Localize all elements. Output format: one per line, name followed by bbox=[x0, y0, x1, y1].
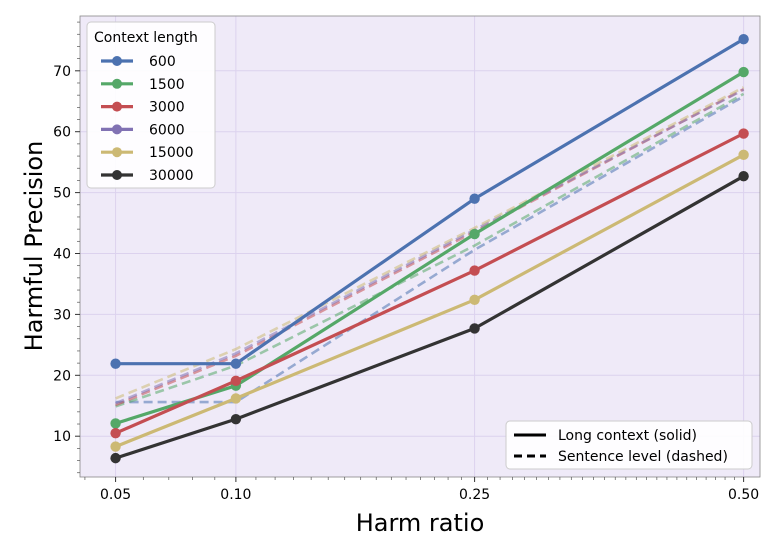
x-tick-label: 0.25 bbox=[459, 487, 490, 503]
series-legend-title: Context length bbox=[94, 30, 198, 46]
legend-marker-15000 bbox=[112, 147, 122, 158]
y-tick-label: 70 bbox=[53, 64, 71, 80]
series-3000-point bbox=[469, 265, 480, 276]
legend-label-1500: 1500 bbox=[149, 77, 185, 93]
legend-marker-1500 bbox=[112, 78, 122, 89]
legend-label-3000: 3000 bbox=[149, 100, 185, 116]
axes: 10 20 30 40 50 60 70 0.05 0.10 0.25 0.50 bbox=[53, 21, 759, 503]
series-1500-point bbox=[469, 228, 480, 240]
style-legend: Long context (solid) Sentence level (das… bbox=[505, 420, 753, 470]
series-1500-point bbox=[110, 418, 121, 429]
legend-label-600: 600 bbox=[149, 54, 176, 70]
series-layer bbox=[110, 33, 749, 464]
legend-marker-30000 bbox=[112, 170, 122, 180]
x-tick-label: 0.50 bbox=[728, 487, 759, 503]
series-legend: Context length 600 1500 3000 6000 15000 30000 bbox=[86, 21, 216, 189]
series-15000-point bbox=[230, 393, 242, 404]
series-15000-point bbox=[469, 294, 480, 305]
series-3000-point bbox=[110, 427, 121, 439]
y-tick-label: 60 bbox=[53, 125, 71, 141]
series-1500-dashed-line bbox=[115, 92, 745, 408]
plot-frame bbox=[79, 15, 761, 478]
series-600-dashed-line bbox=[115, 95, 745, 404]
legend-marker-3000 bbox=[112, 101, 122, 112]
series-15000-solid-line bbox=[115, 153, 745, 449]
series-600-point bbox=[230, 358, 242, 369]
series-30000-point bbox=[110, 452, 121, 464]
y-tick-label: 10 bbox=[53, 429, 71, 445]
series-3000-solid-line bbox=[114, 132, 745, 435]
legend-marker-600 bbox=[112, 56, 122, 66]
legend-label-30000: 30000 bbox=[149, 168, 194, 184]
x-tick-label: 0.10 bbox=[220, 487, 251, 503]
series-15000-point bbox=[738, 149, 749, 161]
series-30000-point bbox=[230, 413, 242, 425]
legend-label-6000: 6000 bbox=[149, 122, 185, 138]
series-600-point bbox=[110, 358, 121, 369]
x-axis-label: Harm ratio bbox=[356, 509, 485, 537]
series-15000-dashed-line bbox=[115, 86, 745, 400]
y-tick-label: 50 bbox=[53, 186, 71, 202]
series-600-point bbox=[469, 193, 480, 204]
series-15000-point bbox=[110, 441, 121, 452]
series-1500-point bbox=[738, 66, 749, 78]
series-3000-point bbox=[738, 128, 749, 139]
series-6000-dashed-line bbox=[115, 88, 745, 405]
y-tick-label: 30 bbox=[53, 307, 71, 323]
legend-marker-6000 bbox=[112, 124, 122, 135]
series-30000-point bbox=[738, 170, 749, 182]
x-tick-label: 0.05 bbox=[100, 487, 131, 503]
series-1500-solid-line bbox=[115, 70, 745, 425]
y-tick-label: 40 bbox=[53, 247, 71, 263]
series-30000-solid-line bbox=[115, 174, 745, 460]
y-axis-label: Harmful Precision bbox=[20, 141, 48, 352]
legend-label-15000: 15000 bbox=[149, 145, 194, 161]
series-3000-point bbox=[230, 375, 242, 386]
style-legend-solid-label: Long context (solid) bbox=[558, 428, 697, 444]
series-600-solid-line bbox=[115, 37, 745, 366]
series-600-point bbox=[738, 33, 749, 45]
style-legend-dashed-label: Sentence level (dashed) bbox=[558, 449, 728, 465]
series-30000-point bbox=[469, 323, 480, 334]
y-tick-label: 20 bbox=[53, 368, 71, 384]
style-legend-box bbox=[505, 420, 753, 470]
